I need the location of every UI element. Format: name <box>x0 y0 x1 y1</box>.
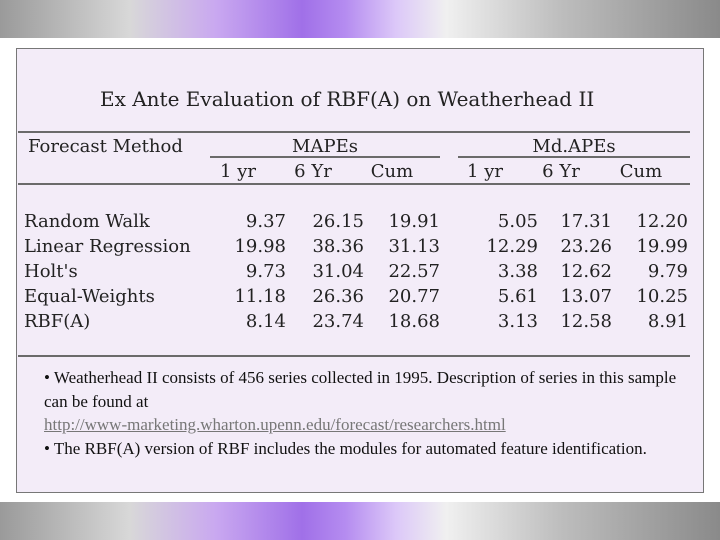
table-cell: 13.07 <box>560 286 612 307</box>
table-cell: 22.57 <box>388 261 440 282</box>
table-cell: 9.37 <box>245 211 286 232</box>
footnotes: • Weatherhead II consists of 456 series … <box>44 366 684 460</box>
table-cell: 19.91 <box>388 211 440 232</box>
mdapes-group-rule <box>458 156 690 158</box>
page-title: Ex Ante Evaluation of RBF(A) on Weatherh… <box>100 87 595 111</box>
table-top-rule <box>18 131 690 133</box>
table-bottom-rule <box>18 355 690 357</box>
table-cell: 12.62 <box>560 261 612 282</box>
row-method-label: Linear Regression <box>24 236 191 257</box>
slide-panel <box>16 48 704 493</box>
table-cell: 17.31 <box>560 211 612 232</box>
table-cell: 19.99 <box>636 236 688 257</box>
bottom-decorative-bar <box>0 502 720 540</box>
table-cell: 8.91 <box>647 311 688 332</box>
table-cell: 38.36 <box>312 236 364 257</box>
top-decorative-bar <box>0 0 720 38</box>
table-cell: 11.18 <box>234 286 286 307</box>
table-cell: 26.15 <box>312 211 364 232</box>
table-cell: 12.20 <box>636 211 688 232</box>
table-cell: 10.25 <box>636 286 688 307</box>
footnote-dataset-description: • Weatherhead II consists of 456 series … <box>44 368 677 411</box>
table-cell: 8.14 <box>245 311 286 332</box>
table-header-rule <box>18 183 690 185</box>
subheader-mdapes-cum: Cum <box>619 161 663 182</box>
table-cell: 5.61 <box>497 286 538 307</box>
table-cell: 12.29 <box>486 236 538 257</box>
method-column-header: Forecast Method <box>28 136 183 157</box>
table-cell: 31.04 <box>312 261 364 282</box>
subheader-mapes-1yr: 1 yr <box>220 161 256 182</box>
table-cell: 12.58 <box>560 311 612 332</box>
subheader-mdapes-6yr: 6 Yr <box>542 161 580 182</box>
table-cell: 5.05 <box>497 211 538 232</box>
mapes-group-rule <box>210 156 440 158</box>
subheader-mapes-6yr: 6 Yr <box>294 161 332 182</box>
table-cell: 3.38 <box>497 261 538 282</box>
table-cell: 26.36 <box>312 286 364 307</box>
table-cell: 23.26 <box>560 236 612 257</box>
row-method-label: Equal-Weights <box>24 286 155 307</box>
table-cell: 23.74 <box>312 311 364 332</box>
subheader-mdapes-1yr: 1 yr <box>467 161 503 182</box>
mapes-group-header: MAPEs <box>292 136 358 157</box>
row-method-label: RBF(A) <box>24 311 91 332</box>
table-cell: 19.98 <box>234 236 286 257</box>
table-cell: 9.73 <box>245 261 286 282</box>
row-method-label: Holt's <box>24 261 78 282</box>
mdapes-group-header: Md.APEs <box>532 136 616 157</box>
table-cell: 20.77 <box>388 286 440 307</box>
table-cell: 9.79 <box>647 261 688 282</box>
row-method-label: Random Walk <box>24 211 150 232</box>
subheader-mapes-cum: Cum <box>370 161 414 182</box>
table-cell: 31.13 <box>388 236 440 257</box>
table-cell: 18.68 <box>388 311 440 332</box>
researchers-link[interactable]: http://www-marketing.wharton.upenn.edu/f… <box>44 415 506 434</box>
table-cell: 3.13 <box>497 311 538 332</box>
footnote-rbf-version: • The RBF(A) version of RBF includes the… <box>44 438 647 458</box>
